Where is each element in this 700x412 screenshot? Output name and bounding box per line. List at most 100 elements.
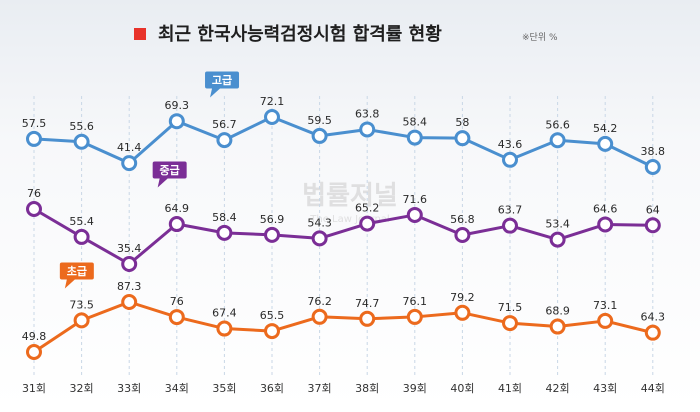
- data-label: 72.1: [260, 95, 285, 108]
- series-1: 57.5 55.6 41.4 69.3 56.7 72.1 59.5 63.8 58.4 58 43…: [22, 71, 665, 175]
- data-label: 41.4: [117, 141, 142, 154]
- data-point: [311, 127, 328, 144]
- title-bullet: [134, 28, 146, 40]
- data-point: [168, 216, 185, 233]
- data-label: 76: [170, 295, 184, 308]
- data-point: [73, 133, 90, 150]
- series-name: 중급: [160, 164, 180, 177]
- data-label: 71.5: [498, 301, 523, 314]
- data-label: 64.6: [593, 202, 618, 215]
- data-point: [502, 151, 518, 168]
- data-label: 67.4: [212, 307, 237, 320]
- data-point: [454, 130, 471, 147]
- data-label: 64.3: [641, 311, 666, 324]
- data-point: [549, 318, 566, 335]
- data-label: 53.4: [545, 218, 570, 231]
- data-label: 69.3: [165, 99, 190, 112]
- badge-box: [152, 161, 187, 179]
- data-label: 71.6: [403, 193, 428, 206]
- data-label: 74.7: [355, 297, 380, 310]
- data-label: 49.8: [22, 330, 47, 343]
- data-label: 43.6: [498, 138, 523, 151]
- data-point: [216, 132, 233, 149]
- data-label: 73.1: [593, 299, 618, 312]
- series-name: 초급: [67, 265, 87, 278]
- watermark-sub: The Law Journal: [309, 214, 389, 225]
- data-point: [26, 344, 42, 360]
- data-point: [644, 159, 661, 175]
- data-point: [502, 315, 518, 332]
- series-3: 49.8 73.5 87.3 76 67.4 65.5 76.2 74.7 76.1 79.2 71…: [22, 262, 666, 360]
- data-label: 76.2: [307, 295, 332, 308]
- x-tick-label: 40회: [450, 382, 474, 395]
- data-label: 58.4: [403, 116, 428, 129]
- data-label: 68.9: [545, 305, 570, 318]
- data-point: [549, 132, 566, 149]
- unit-note: ※단위 %: [522, 32, 558, 43]
- data-label: 65.5: [260, 309, 285, 322]
- x-tick-label: 42회: [546, 382, 570, 395]
- data-point: [264, 323, 280, 340]
- data-point: [26, 130, 42, 147]
- data-label: 64: [646, 203, 660, 216]
- series-name-badge: 중급: [152, 161, 187, 188]
- badge-pointer: [210, 88, 221, 98]
- data-label: 63.7: [498, 204, 523, 217]
- data-point: [597, 312, 614, 329]
- data-point: [26, 201, 42, 217]
- x-tick-label: 41회: [498, 382, 522, 395]
- data-point: [359, 310, 376, 327]
- x-axis: 31회 32회 33회 34회 35회 36회 37회 38회 39회 40회 41회 42회 43회 4…: [22, 382, 665, 395]
- x-tick-label: 33회: [117, 382, 141, 395]
- series-line: [33, 207, 653, 266]
- badge-box: [59, 262, 94, 280]
- data-label: 58: [455, 116, 469, 129]
- data-point: [597, 216, 614, 233]
- data-label: 64.9: [165, 202, 190, 215]
- data-point: [406, 206, 423, 223]
- data-point: [597, 135, 614, 152]
- data-label: 73.5: [69, 298, 94, 311]
- series-layer: 57.5 55.6 41.4 69.3 56.7 72.1 59.5 63.8 58.4 58 43…: [22, 71, 666, 360]
- x-tick-label: 36회: [260, 382, 284, 395]
- data-point: [168, 309, 185, 326]
- data-point: [121, 294, 138, 310]
- data-point: [311, 308, 328, 325]
- x-tick-label: 37회: [308, 382, 332, 395]
- data-point: [216, 320, 233, 337]
- x-tick-label: 34회: [165, 382, 189, 395]
- data-point: [121, 155, 138, 172]
- data-label: 56.7: [212, 118, 237, 131]
- data-label: 56.9: [260, 213, 285, 226]
- data-point: [73, 312, 90, 329]
- data-point: [359, 121, 376, 138]
- badge-pointer: [64, 279, 75, 289]
- data-label: 76: [27, 187, 41, 200]
- data-label: 35.4: [117, 242, 142, 255]
- data-point: [73, 228, 90, 245]
- data-label: 87.3: [117, 280, 142, 293]
- data-point: [311, 230, 328, 247]
- x-tick-label: 39회: [403, 382, 427, 395]
- series-name-badge: 고급: [205, 71, 240, 98]
- data-label: 79.2: [450, 291, 475, 304]
- data-point: [359, 215, 376, 232]
- data-label: 63.8: [355, 107, 380, 120]
- data-label: 56.6: [545, 118, 570, 131]
- data-point: [406, 308, 423, 325]
- data-point: [454, 227, 471, 244]
- data-label: 57.5: [22, 117, 47, 130]
- data-label: 54.3: [307, 216, 332, 229]
- x-tick-label: 32회: [70, 382, 94, 395]
- data-label: 65.2: [355, 202, 380, 215]
- data-label: 58.4: [212, 211, 237, 224]
- x-tick-label: 35회: [212, 382, 236, 395]
- data-label: 55.6: [69, 120, 94, 133]
- data-point: [216, 224, 233, 241]
- data-point: [644, 324, 661, 341]
- data-label: 54.2: [593, 122, 618, 135]
- watermark: 법률저널: [302, 181, 398, 211]
